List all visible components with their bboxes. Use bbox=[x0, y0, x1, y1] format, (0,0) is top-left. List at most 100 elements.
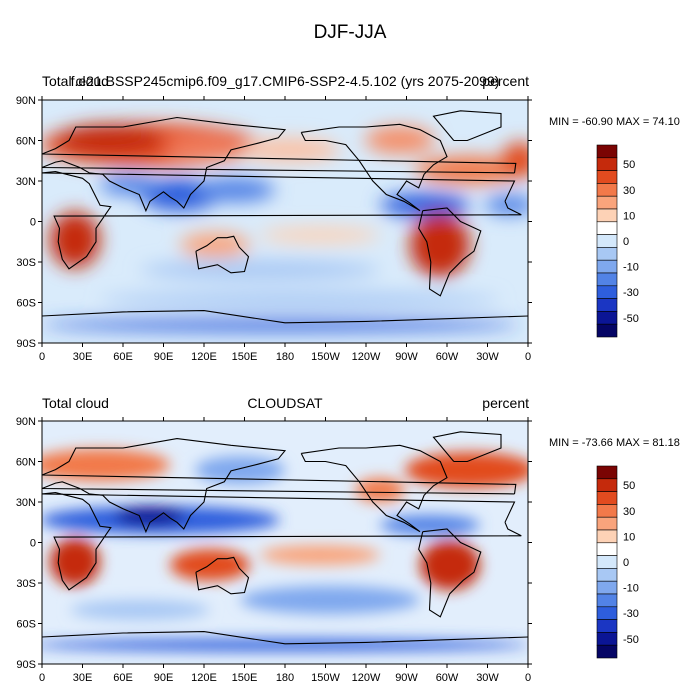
panel1-colorbar-label: 30 bbox=[623, 185, 635, 197]
panel2-lon-tick: 0 bbox=[39, 672, 45, 684]
panel2-lat-tick: 30S bbox=[16, 578, 36, 590]
panel1-colorbar-box bbox=[596, 157, 618, 171]
panel2-lon-tick: 90W bbox=[395, 672, 418, 684]
panel2-lon-tick: 0 bbox=[525, 672, 531, 684]
panel1-colorbar-box bbox=[596, 311, 618, 325]
panel2-lat-tick: 30N bbox=[16, 497, 36, 509]
panel1-colorbar-label: 10 bbox=[623, 210, 635, 222]
panel1-colorbar-label: 0 bbox=[623, 236, 629, 248]
panel2-colorbar-label: 30 bbox=[623, 506, 635, 518]
panel2-colorbar-box bbox=[596, 516, 618, 531]
figure-title: DJF-JJA bbox=[313, 22, 387, 43]
panel2-center-label: CLOUDSAT bbox=[247, 395, 323, 411]
panel2-left-label: Total cloud bbox=[42, 395, 109, 411]
panel2-colorbar-box bbox=[596, 632, 618, 646]
panel1-colorbar-label: -30 bbox=[623, 287, 639, 299]
panel2-lon-tick: 120W bbox=[352, 672, 381, 684]
panel1-colorbar-box bbox=[596, 323, 618, 338]
panel1-colorbar-box bbox=[596, 208, 618, 223]
panel2-colorbar-box bbox=[596, 491, 618, 505]
panel1-colorbar-label: -50 bbox=[623, 313, 639, 325]
panel1-colorbar-box bbox=[596, 259, 618, 274]
panel1-minmax: MIN = -60.90 MAX = 74.10 bbox=[549, 116, 680, 128]
panel1-colorbar-box bbox=[596, 195, 618, 210]
panel2-lat-tick: 90S bbox=[16, 659, 36, 671]
panel1-colorbar-box bbox=[596, 183, 618, 197]
panel1-coastlines bbox=[41, 110, 529, 324]
panel1-center-label: f.e21.BSSP245cmip6.f09_g17.CMIP6-SSP2-4.… bbox=[70, 73, 500, 89]
panel2-colorbar-box bbox=[596, 478, 618, 492]
panel2-colorbar-box bbox=[596, 593, 618, 608]
panel1-colorbar-box bbox=[596, 221, 618, 235]
panel2-colorbar-label: -30 bbox=[623, 608, 639, 620]
panel2-colorbar-label: -10 bbox=[623, 583, 639, 595]
panel1-lon-tick: 30E bbox=[73, 351, 93, 363]
panel2-colorbar-box bbox=[596, 580, 618, 595]
panel1-lon-tick: 180 bbox=[276, 351, 294, 363]
panel1-lon-tick: 90W bbox=[395, 351, 418, 363]
panel1-lon-tick: 0 bbox=[39, 351, 45, 363]
panel1-map bbox=[42, 100, 528, 343]
panel1-colorbar-box bbox=[596, 298, 618, 312]
panel1-lat-tick: 60N bbox=[16, 136, 36, 148]
panel2-colorbar-box bbox=[596, 555, 618, 569]
panel1-lon-tick: 120W bbox=[352, 351, 381, 363]
panel2-colorbar: 50 30 10 0 -10 -30 -50 bbox=[596, 465, 639, 659]
panel2-colorbar-box bbox=[596, 568, 618, 582]
panel1-lon-tick: 60E bbox=[113, 351, 133, 363]
panel1-colorbar-label: -10 bbox=[623, 262, 639, 274]
panel1-left-label: Total cloud bbox=[42, 73, 109, 89]
panel1-lon-tick: 150W bbox=[311, 351, 340, 363]
panel1-lon-tick: 0 bbox=[525, 351, 531, 363]
panel2-colorbar-box bbox=[596, 644, 618, 659]
panel1-lon-tick: 30W bbox=[476, 351, 499, 363]
panel2-colorbar-label: 10 bbox=[623, 531, 635, 543]
panel2-colorbar-box bbox=[596, 542, 618, 556]
panel2-lat-tick: 60S bbox=[16, 619, 36, 631]
panel2-colorbar-box bbox=[596, 529, 618, 544]
panel2-map bbox=[42, 421, 528, 664]
panel1-colorbar-box bbox=[596, 272, 618, 287]
panel1-colorbar: 50 30 10 0 -10 -30 -50 bbox=[596, 144, 639, 338]
panel2-lon-tick: 150E bbox=[232, 672, 258, 684]
panel1-colorbar-label: 50 bbox=[623, 159, 635, 171]
panel1-lat-tick: 90N bbox=[16, 95, 36, 107]
panel2-lon-tick: 90E bbox=[154, 672, 174, 684]
panel2-colorbar-box bbox=[596, 606, 618, 620]
panel2-lon-tick: 30E bbox=[73, 672, 93, 684]
panel1-colorbar-box bbox=[596, 170, 618, 184]
panel2-lon-tick: 30W bbox=[476, 672, 499, 684]
panel1-lat-tick: 60S bbox=[16, 298, 36, 310]
panel1-lon-tick: 120E bbox=[191, 351, 217, 363]
panel2-lat-tick: 90N bbox=[16, 416, 36, 428]
panel1-colorbar-box bbox=[596, 285, 618, 299]
panel2-colorbar-box bbox=[596, 504, 618, 518]
panel2-colorbar-box bbox=[596, 465, 618, 480]
panel1-lon-tick: 150E bbox=[232, 351, 258, 363]
panel2-minmax: MIN = -73.66 MAX = 81.18 bbox=[549, 437, 680, 449]
panel2-colorbar-label: 0 bbox=[623, 557, 629, 569]
panel2-lon-tick: 180 bbox=[276, 672, 294, 684]
panel1-colorbar-box bbox=[596, 234, 618, 248]
panel2-right-label: percent bbox=[482, 395, 529, 411]
panel2-lat-tick: 60N bbox=[16, 457, 36, 469]
panel2-lon-tick: 150W bbox=[311, 672, 340, 684]
panel1-lat-tick: 30N bbox=[16, 176, 36, 188]
panel2-lon-tick: 60E bbox=[113, 672, 133, 684]
panel2-colorbar-label: 50 bbox=[623, 480, 635, 492]
panel2-coastlines bbox=[41, 431, 529, 645]
panel1-lat-tick: 30S bbox=[16, 257, 36, 269]
panel1-colorbar-box bbox=[596, 144, 618, 159]
panel2-colorbar-box bbox=[596, 619, 618, 633]
panel2-colorbar-label: -50 bbox=[623, 634, 639, 646]
panel1-lon-tick: 90E bbox=[154, 351, 174, 363]
panel1-right-label: percent bbox=[482, 73, 529, 89]
panel1-lat-tick: 0 bbox=[30, 217, 36, 229]
panel2-lat-tick: 0 bbox=[30, 538, 36, 550]
panel2-lon-tick: 60W bbox=[436, 672, 459, 684]
panel1-colorbar-box bbox=[596, 247, 618, 261]
panel1-lon-tick: 60W bbox=[436, 351, 459, 363]
